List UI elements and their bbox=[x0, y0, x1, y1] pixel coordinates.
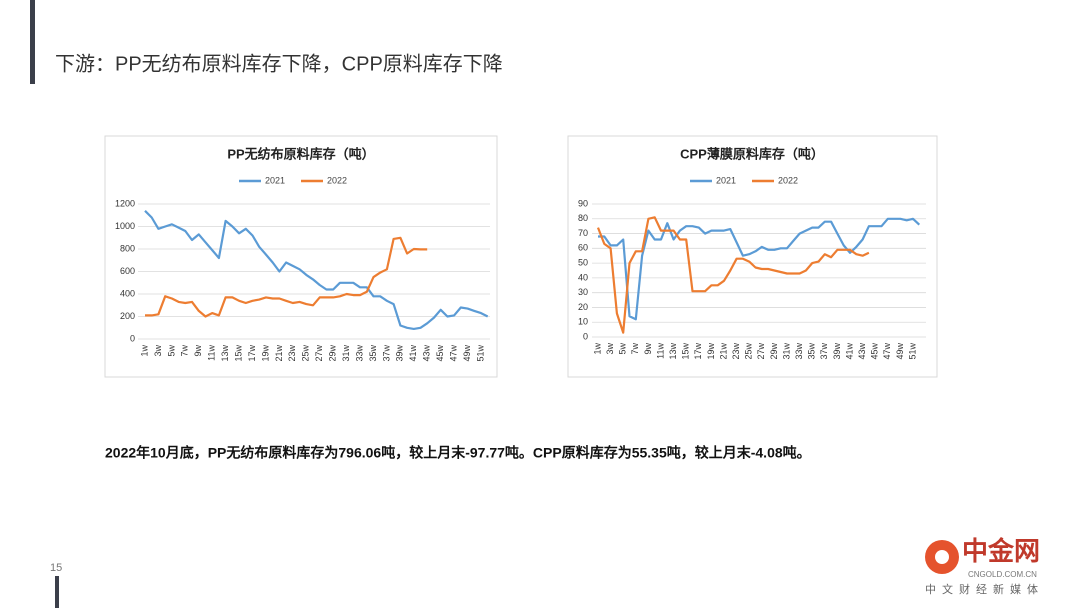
footer-bar bbox=[55, 576, 59, 608]
chart-title: PP无纺布原料库存（吨） bbox=[227, 146, 374, 161]
x-tick-label: 45w bbox=[870, 343, 880, 360]
x-tick-label: 5w bbox=[618, 343, 628, 355]
y-tick-label: 200 bbox=[120, 311, 135, 321]
x-tick-label: 43w bbox=[422, 345, 432, 362]
page-title: 下游：PP无纺布原料库存下降，CPP原料库存下降 bbox=[55, 52, 503, 75]
x-tick-label: 11w bbox=[207, 345, 217, 361]
x-tick-label: 7w bbox=[180, 345, 190, 357]
x-tick-label: 15w bbox=[681, 343, 691, 360]
x-tick-label: 9w bbox=[643, 343, 653, 355]
x-tick-label: 27w bbox=[314, 345, 324, 362]
summary: 2022年10月底，PP无纺布原料库存为796.06吨，较上月末-97.77吨。… bbox=[105, 445, 811, 461]
x-tick-label: 3w bbox=[153, 345, 163, 357]
page-number: 15 bbox=[50, 562, 62, 574]
watermark-slogan: 中文财经新媒体 bbox=[925, 582, 1044, 596]
y-tick-label: 0 bbox=[130, 333, 135, 343]
x-tick-label: 29w bbox=[328, 345, 338, 362]
x-tick-label: 17w bbox=[247, 345, 257, 362]
y-tick-label: 90 bbox=[578, 198, 588, 208]
x-tick-label: 43w bbox=[857, 343, 867, 360]
x-tick-label: 49w bbox=[462, 345, 472, 362]
y-tick-label: 70 bbox=[578, 228, 588, 238]
y-tick-label: 20 bbox=[578, 302, 588, 312]
x-tick-label: 5w bbox=[166, 345, 176, 357]
series-line bbox=[144, 210, 489, 330]
y-tick-label: 0 bbox=[583, 331, 588, 341]
y-tick-label: 40 bbox=[578, 272, 588, 282]
x-tick-label: 23w bbox=[731, 343, 741, 360]
x-tick-label: 9w bbox=[193, 345, 203, 357]
legend-label: 2022 bbox=[778, 175, 798, 185]
x-tick-label: 25w bbox=[744, 343, 754, 360]
watermark-url: CNGOLD.COM.CN bbox=[968, 570, 1037, 579]
y-tick-label: 1000 bbox=[115, 221, 135, 231]
x-tick-label: 19w bbox=[706, 343, 716, 360]
x-tick-label: 23w bbox=[287, 345, 297, 362]
y-tick-label: 600 bbox=[120, 266, 135, 276]
chart-frame bbox=[567, 135, 938, 378]
legend-label: 2022 bbox=[327, 175, 347, 185]
x-tick-label: 13w bbox=[220, 345, 230, 362]
x-tick-label: 39w bbox=[395, 345, 405, 362]
x-tick-label: 33w bbox=[354, 345, 364, 362]
x-tick-label: 47w bbox=[882, 343, 892, 360]
y-tick-label: 800 bbox=[120, 243, 135, 253]
x-tick-label: 19w bbox=[260, 345, 270, 362]
x-tick-label: 17w bbox=[693, 343, 703, 360]
x-tick-label: 11w bbox=[655, 343, 665, 359]
x-tick-label: 41w bbox=[844, 343, 854, 360]
y-tick-label: 30 bbox=[578, 287, 588, 297]
logo bbox=[935, 550, 949, 564]
x-tick-label: 25w bbox=[301, 345, 311, 362]
x-tick-label: 27w bbox=[756, 343, 766, 360]
y-tick-label: 1200 bbox=[115, 198, 135, 208]
y-tick-label: 50 bbox=[578, 257, 588, 267]
x-tick-label: 33w bbox=[794, 343, 804, 360]
x-tick-label: 47w bbox=[448, 345, 458, 362]
chart-title: CPP薄膜原料库存（吨） bbox=[680, 146, 824, 161]
x-tick-label: 45w bbox=[435, 345, 445, 362]
x-tick-label: 39w bbox=[832, 343, 842, 360]
x-tick-label: 37w bbox=[819, 343, 829, 360]
x-tick-label: 49w bbox=[895, 343, 905, 360]
series-line bbox=[596, 216, 870, 334]
x-tick-label: 31w bbox=[341, 345, 351, 362]
x-tick-label: 1w bbox=[592, 343, 602, 355]
x-tick-label: 15w bbox=[233, 345, 243, 362]
x-tick-label: 21w bbox=[718, 343, 728, 360]
y-tick-label: 80 bbox=[578, 213, 588, 223]
y-tick-label: 60 bbox=[578, 243, 588, 253]
accent-bar bbox=[30, 0, 35, 84]
watermark-name: 中金网 bbox=[962, 536, 1040, 566]
x-tick-label: 13w bbox=[668, 343, 678, 360]
x-tick-label: 31w bbox=[781, 343, 791, 360]
x-tick-label: 37w bbox=[381, 345, 391, 362]
series-line bbox=[598, 217, 921, 321]
x-tick-label: 35w bbox=[807, 343, 817, 360]
legend-label: 2021 bbox=[716, 175, 736, 185]
x-tick-label: 21w bbox=[274, 345, 284, 362]
x-tick-label: 35w bbox=[368, 345, 378, 362]
y-tick-label: 10 bbox=[578, 317, 588, 327]
x-tick-label: 41w bbox=[408, 345, 418, 362]
x-tick-label: 1w bbox=[139, 345, 149, 357]
x-tick-label: 3w bbox=[605, 343, 615, 355]
series-line bbox=[145, 236, 428, 318]
x-tick-label: 51w bbox=[475, 345, 485, 362]
x-tick-label: 51w bbox=[907, 343, 917, 360]
x-tick-label: 7w bbox=[630, 343, 640, 355]
x-tick-label: 29w bbox=[769, 343, 779, 360]
chart-frame bbox=[104, 135, 498, 378]
legend-label: 2021 bbox=[265, 175, 285, 185]
y-tick-label: 400 bbox=[120, 288, 135, 298]
